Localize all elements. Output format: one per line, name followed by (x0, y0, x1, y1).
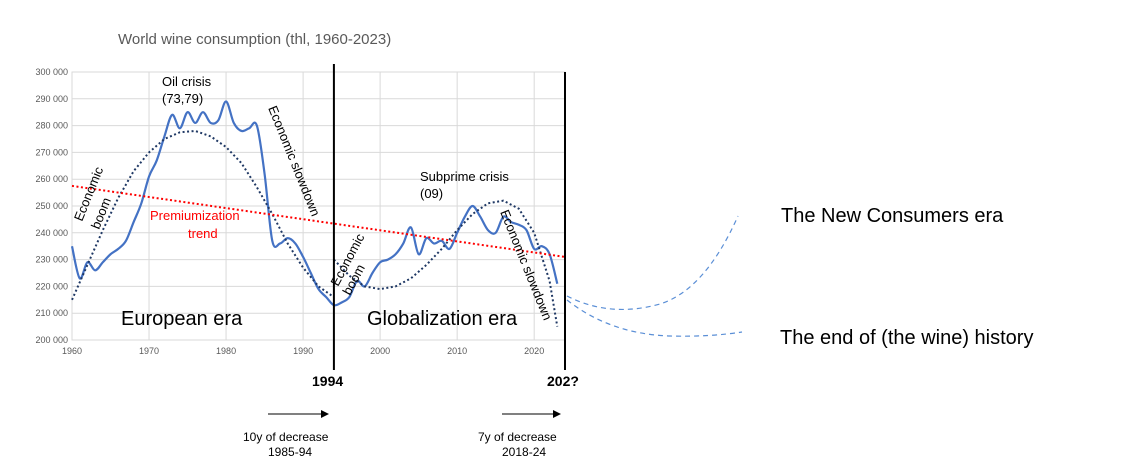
end-of-history-curve (566, 299, 743, 337)
oil-crisis-years: (73,79) (162, 91, 203, 106)
y-tick-label: 250 000 (35, 201, 68, 211)
y-tick-label: 280 000 (35, 121, 68, 131)
y-tick-label: 230 000 (35, 255, 68, 265)
decrease-2-years: 2018-24 (502, 445, 546, 459)
subprime-crisis-year: (09) (420, 186, 443, 201)
marker-label-1994: 1994 (312, 373, 343, 389)
series-polynomial-trend-1 (71, 129, 335, 301)
y-tick-label: 210 000 (35, 308, 68, 318)
y-tick-label: 290 000 (35, 94, 68, 104)
new-consumers-era-label: The New Consumers era (781, 205, 1004, 227)
y-tick-label: 240 000 (35, 228, 68, 238)
y-tick-label: 270 000 (35, 147, 68, 157)
chart-title: World wine consumption (thl, 1960-2023) (118, 31, 391, 48)
decrease-1-years: 1985-94 (268, 445, 312, 459)
vertical-markers (332, 64, 566, 370)
european-era-label: European era (121, 308, 243, 330)
economic-slowdown-label-2: Economic slowdown (497, 208, 555, 323)
x-tick-label: 2010 (447, 346, 467, 356)
y-tick-label: 220 000 (35, 281, 68, 291)
y-tick-label: 200 000 (35, 335, 68, 345)
premiumization-trend-label: trend (188, 226, 218, 241)
x-axis-ticks: 1960 1970 1980 1990 2000 2010 2020 (62, 346, 544, 356)
x-tick-label: 2020 (524, 346, 544, 356)
y-tick-label: 260 000 (35, 174, 68, 184)
globalization-era-label: Globalization era (367, 308, 518, 330)
new-consumers-curve (566, 215, 739, 311)
series-premiumization-trend (71, 184, 566, 258)
x-tick-label: 1990 (293, 346, 313, 356)
end-of-history-label: The end of (the wine) history (780, 327, 1033, 349)
x-tick-label: 1980 (216, 346, 236, 356)
series-polynomial-trend-2 (333, 199, 559, 327)
oil-crisis-label: Oil crisis (162, 74, 212, 89)
decrease-1-label: 10y of decrease (243, 430, 329, 444)
x-tick-label: 1970 (139, 346, 159, 356)
economic-slowdown-label-1: Economic slowdown (265, 104, 323, 219)
y-axis-ticks: 200 000 210 000 220 000 230 000 240 000 250 0… (35, 67, 68, 345)
premiumization-label: Premiumization (150, 208, 240, 223)
x-tick-label: 1960 (62, 346, 82, 356)
x-tick-label: 2000 (370, 346, 390, 356)
y-tick-label: 300 000 (35, 67, 68, 77)
decrease-2-label: 7y of decrease (478, 430, 557, 444)
series-group (70, 100, 566, 327)
marker-label-202x: 202? (547, 373, 579, 389)
subprime-crisis-label: Subprime crisis (420, 169, 509, 184)
